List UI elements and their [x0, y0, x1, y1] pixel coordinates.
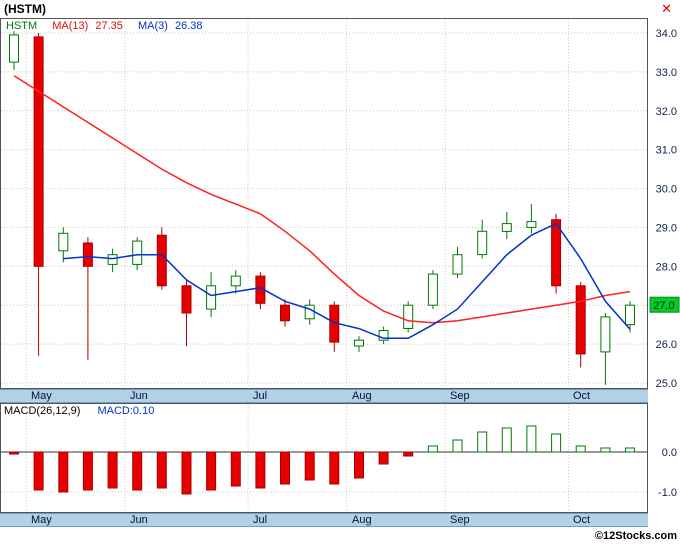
macd-header: MACD(26,12,9) MACD:0.10 — [4, 405, 154, 417]
month-label: Oct — [573, 514, 591, 526]
macd-bar — [206, 451, 217, 491]
macd-bar — [58, 451, 69, 493]
macd-bar — [403, 451, 414, 457]
candlestick — [304, 304, 315, 320]
macd-bar — [625, 447, 635, 453]
macd-bar — [551, 433, 562, 453]
y-axis-label: 34.0 — [656, 28, 677, 40]
month-label: May — [31, 514, 52, 526]
y-axis-label: 31.0 — [656, 145, 677, 157]
macd-bar — [378, 451, 389, 465]
legend-ma3-value: 26.38 — [174, 20, 203, 32]
price-chart: 34.0 33.0 32.0 31.0 30.0 29.0 28.0 26.0 25.0 27.0 — [0, 18, 680, 389]
month-label: May — [31, 390, 52, 402]
macd-bar — [107, 451, 118, 489]
candlestick — [526, 221, 537, 228]
macd-bar — [33, 451, 44, 491]
macd-bar — [132, 451, 143, 491]
macd-bar — [354, 451, 364, 479]
macd-chart: 0.0 -1.0 — [0, 403, 677, 513]
macd-value: MACD:0.10 — [97, 405, 155, 417]
month-label: Jul — [253, 514, 268, 526]
candlestick — [625, 304, 635, 326]
y-axis-label: 25.0 — [656, 378, 677, 389]
candlestick — [427, 273, 438, 306]
macd-bar — [255, 451, 266, 489]
candlestick — [156, 234, 167, 287]
month-label: Sep — [450, 390, 470, 402]
copyright: ©12Stocks.com — [594, 530, 677, 542]
candlestick — [9, 34, 19, 63]
macd-bar — [427, 445, 438, 453]
price-y-axis: 34.0 33.0 32.0 31.0 30.0 29.0 28.0 26.0 25.0 — [656, 28, 677, 389]
svg-text:27.0: 27.0 — [653, 300, 674, 312]
macd-bar — [9, 451, 19, 455]
y-axis-label: 30.0 — [656, 184, 677, 196]
macd-bar — [452, 439, 463, 453]
candlestick — [82, 242, 93, 267]
y-axis-label: -1.0 — [658, 487, 677, 499]
macd-bar — [181, 451, 192, 495]
month-label: Oct — [573, 390, 591, 402]
legend-ma13-label: MA(13) — [52, 20, 89, 32]
candlestick — [280, 304, 290, 322]
candles — [9, 31, 635, 385]
candlestick — [181, 285, 192, 314]
candlestick — [575, 285, 586, 355]
macd-bar — [156, 451, 167, 489]
candlestick — [132, 240, 143, 265]
candlestick — [354, 339, 364, 347]
last-price-flag: 27.0 — [649, 296, 680, 313]
ma13-line — [13, 75, 631, 324]
macd-bar — [501, 427, 512, 453]
legend-ma3-label: MA(3) — [137, 20, 168, 32]
macd-bar — [575, 445, 586, 453]
month-label: Jun — [130, 514, 148, 526]
month-axis-bottom: May Jun Jul Aug Sep Oct — [0, 513, 648, 527]
macd-bar — [526, 425, 537, 453]
macd-bar — [304, 451, 315, 481]
y-axis-label: 29.0 — [656, 222, 677, 234]
window-title: (HSTM) — [4, 2, 46, 16]
macd-bar — [82, 451, 93, 491]
close-button[interactable]: ✕ — [661, 1, 672, 17]
legend-ma13-value: 27.35 — [95, 20, 123, 32]
macd-bars — [9, 425, 635, 495]
month-label: Aug — [352, 514, 372, 526]
macd-bar — [329, 451, 340, 485]
month-label: Jul — [253, 390, 268, 402]
macd-label: MACD(26,12,9) — [4, 405, 81, 417]
macd-bar — [477, 431, 488, 453]
macd-bar — [280, 451, 290, 485]
candlestick — [600, 316, 611, 353]
month-axis-top: May Jun Jul Aug Sep Oct — [0, 389, 648, 403]
month-label: Jun — [130, 390, 148, 402]
candlestick — [477, 230, 488, 256]
candlestick — [230, 275, 241, 287]
candlestick — [501, 223, 512, 232]
month-label: Aug — [352, 390, 372, 402]
y-axis-label: 26.0 — [656, 339, 677, 351]
y-axis-label: 32.0 — [656, 106, 677, 118]
candlestick — [107, 254, 118, 265]
candlestick — [33, 36, 44, 267]
candlestick — [58, 232, 69, 252]
ma3-line — [63, 222, 631, 340]
y-axis-label: 33.0 — [656, 67, 677, 79]
close-icon: ✕ — [661, 1, 672, 16]
candlestick — [403, 304, 414, 330]
candlestick — [206, 285, 217, 310]
legend: HSTM MA(13) 27.35 MA(3) 26.38 — [6, 20, 203, 32]
macd-bar — [230, 451, 241, 487]
candlestick — [378, 330, 389, 341]
legend-symbol: HSTM — [6, 20, 38, 32]
y-axis-label: 28.0 — [656, 261, 677, 273]
month-label: Sep — [450, 514, 470, 526]
candlestick — [551, 219, 562, 287]
macd-bar — [600, 447, 611, 453]
candlestick — [452, 254, 463, 275]
y-axis-label: 0.0 — [662, 447, 677, 459]
macd-y-axis: 0.0 -1.0 — [658, 447, 677, 499]
